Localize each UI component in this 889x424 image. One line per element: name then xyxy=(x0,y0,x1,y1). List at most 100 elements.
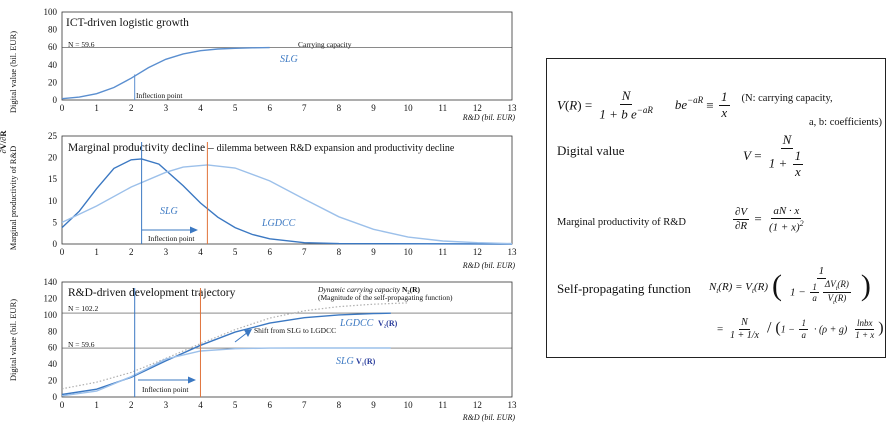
chart3-x-tick-label: 4 xyxy=(198,400,203,410)
chart3-x-tick-label: 5 xyxy=(233,400,238,410)
formula-note-line2: a, b: coefficients) xyxy=(809,117,882,128)
chart2-x-tick-label: 8 xyxy=(337,247,342,257)
chart1-title: ICT-driven logistic growth xyxy=(66,17,189,29)
chart2-y-tick-label: 10 xyxy=(48,196,58,206)
chart3-y-tick-label: 0 xyxy=(53,392,58,402)
chart1-y-tick-label: 100 xyxy=(44,7,58,17)
chart2-x-tick-label: 3 xyxy=(164,247,169,257)
chart3-plot-frame xyxy=(61,281,513,398)
chart3-x-axis-label: R&D (bil. EUR) xyxy=(462,413,516,422)
self-propagating-label: Self-propagating function xyxy=(557,281,691,296)
chart1-x-tick-label: 11 xyxy=(438,103,447,113)
chart1-x-tick-label: 12 xyxy=(473,103,482,113)
chart1-hline-label: N = 59.6 xyxy=(68,40,95,49)
chart2-y-tick-label: 25 xyxy=(48,131,58,141)
chart2-x-tick-label: 6 xyxy=(267,247,272,257)
chart3-hline-label-upper: N = 102.2 xyxy=(68,304,99,313)
chart3-x-tick-label: 0 xyxy=(60,400,65,410)
chart3-y-tick-label: 40 xyxy=(48,359,58,369)
chart1-series-label-slg: SLG xyxy=(280,54,298,65)
chart3-shift-arrow-head xyxy=(244,329,252,337)
chart3-x-tick-label: 1 xyxy=(94,400,99,410)
chart1-x-tick-label: 3 xyxy=(164,103,169,113)
chart2-series-0 xyxy=(61,158,513,245)
chart2-x-tick-label: 2 xyxy=(129,247,134,257)
chart2-y-tick-label: 0 xyxy=(53,239,58,249)
chart1-y-tick-label: 80 xyxy=(48,25,58,35)
chart1-x-axis-label: R&D (bil. EUR) xyxy=(462,113,516,122)
chart3-y-tick-label: 60 xyxy=(48,343,58,353)
chart3-slg-label: SLG xyxy=(336,356,354,367)
chart2-y-tick-label: 20 xyxy=(48,153,58,163)
chart3-y-axis-label: Digital value (bil. EUR) xyxy=(8,299,18,381)
chart2-x-tick-label: 9 xyxy=(371,247,376,257)
chart1-x-tick-label: 9 xyxy=(371,103,376,113)
chart1-y-tick-label: 40 xyxy=(48,60,58,70)
chart1-y-tick-label: 60 xyxy=(48,42,58,52)
chart1-plot-frame xyxy=(61,11,513,101)
chart3-x-tick-label: 13 xyxy=(508,400,518,410)
chart3-x-tick-label: 3 xyxy=(164,400,169,410)
chart3-x-tick-label: 2 xyxy=(129,400,134,410)
chart2-inflection-label: Inflection point xyxy=(148,234,195,243)
chart2-y-tick-label: 15 xyxy=(48,174,58,184)
chart1-y-axis-label: Digital value (bil. EUR) xyxy=(8,31,18,113)
chart2-y-axis-symbol: ∂V/∂R xyxy=(0,130,8,154)
chart2-x-tick-label: 13 xyxy=(508,247,518,257)
chart2-arrow-head xyxy=(190,226,198,234)
chart1-x-tick-label: 0 xyxy=(60,103,65,113)
chart3-arrow-head xyxy=(188,376,196,384)
chart3-x-tick-label: 8 xyxy=(337,400,342,410)
chart2-x-tick-label: 4 xyxy=(198,247,203,257)
chart1-x-tick-label: 7 xyxy=(302,103,307,113)
chart2-x-tick-label: 1 xyxy=(94,247,99,257)
chart3-slg-symbol: V₁(R) xyxy=(356,357,376,366)
chart2-series-label-lgdcc: LGDCC xyxy=(261,218,296,229)
chart3-y-tick-label: 120 xyxy=(44,293,58,303)
formula-marginal-productivity: ∂V ∂R = aN · x (1 + x)2 xyxy=(733,205,804,234)
chart1-x-tick-label: 5 xyxy=(233,103,238,113)
chart1-x-tick-label: 6 xyxy=(267,103,272,113)
chart2-x-tick-label: 7 xyxy=(302,247,307,257)
chart3-lgdcc-label: LGDCC xyxy=(339,318,374,329)
digital-value-label: Digital value xyxy=(557,143,625,158)
chart2-x-tick-label: 12 xyxy=(473,247,482,257)
chart2-x-tick-label: 11 xyxy=(438,247,447,257)
chart1-x-tick-label: 1 xyxy=(94,103,99,113)
chart3-x-tick-label: 9 xyxy=(371,400,376,410)
chart1-y-tick-label: 20 xyxy=(48,77,58,87)
chart3-y-tick-label: 140 xyxy=(44,277,58,287)
chart3-title: R&D-driven development trajectory xyxy=(68,287,236,299)
chart2-series-1 xyxy=(61,164,513,245)
chart3-shift-label: Shift from SLG to LGDCC xyxy=(254,326,336,335)
chart-marginal-productivity: Marginal productivity decline – dilemma … xyxy=(0,130,517,270)
chart2-series-label-slg: SLG xyxy=(160,206,178,217)
chart2-x-tick-label: 10 xyxy=(404,247,414,257)
chart3-hline-label-lower: N = 59.6 xyxy=(68,340,95,349)
chart2-x-tick-label: 5 xyxy=(233,247,238,257)
chart1-inflection-label: Inflection point xyxy=(136,91,183,100)
marginal-productivity-label: Marginal productivity of R&D xyxy=(557,217,686,228)
charts-area: ICT-driven logistic growth Digital value… xyxy=(0,7,517,422)
chart-rd-development-trajectory: R&D-driven development trajectory Digita… xyxy=(8,277,517,422)
chart1-x-tick-label: 10 xyxy=(404,103,414,113)
chart3-x-tick-label: 6 xyxy=(267,400,272,410)
chart1-x-tick-label: 13 xyxy=(508,103,518,113)
chart1-x-tick-label: 4 xyxy=(198,103,203,113)
chart3-x-tick-label: 7 xyxy=(302,400,307,410)
chart3-dynamic-cc-label: Dynamic carrying capacity N₂(R) xyxy=(317,285,421,294)
chart1-x-tick-label: 8 xyxy=(337,103,342,113)
chart-ict-logistic-growth: ICT-driven logistic growth Digital value… xyxy=(8,7,517,122)
chart3-y-tick-label: 100 xyxy=(44,310,58,320)
chart3-y-tick-label: 20 xyxy=(48,376,58,386)
chart3-x-tick-label: 12 xyxy=(473,400,482,410)
chart3-y-tick-label: 80 xyxy=(48,326,58,336)
chart2-x-axis-label: R&D (bil. EUR) xyxy=(462,261,516,270)
chart2-title: Marginal productivity decline – dilemma … xyxy=(68,142,455,154)
chart1-x-tick-label: 2 xyxy=(129,103,134,113)
